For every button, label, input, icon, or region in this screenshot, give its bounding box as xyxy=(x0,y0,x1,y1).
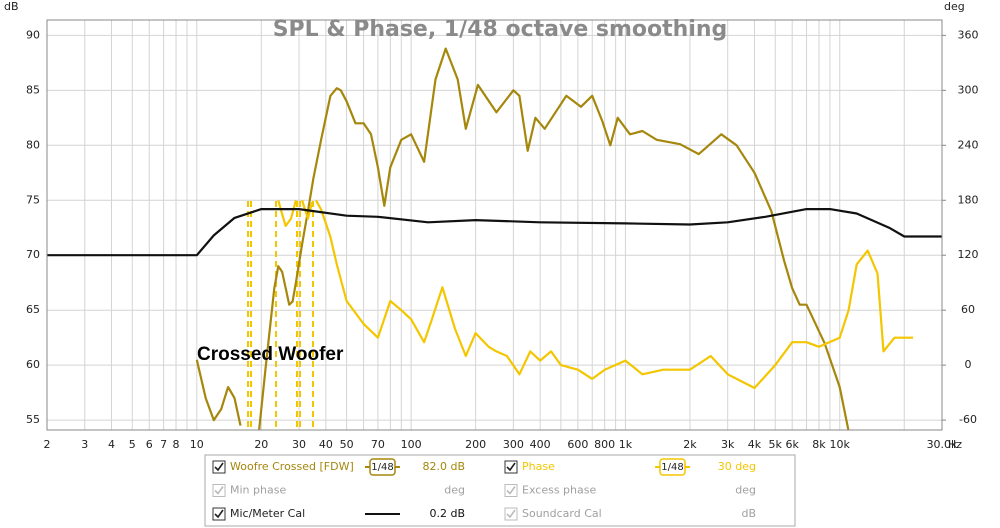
x-tick-label: 7 xyxy=(160,438,167,451)
plot-lines xyxy=(47,47,942,430)
legend-checkbox[interactable] xyxy=(504,507,518,521)
y2-tick-label: 60 xyxy=(961,303,975,316)
legend-name: Soundcard Cal xyxy=(522,507,602,520)
legend-name: Woofre Crossed [FDW] xyxy=(230,460,354,473)
legend-checkbox[interactable] xyxy=(504,460,518,474)
x-tick-label: 200 xyxy=(465,438,486,451)
x-tick-label: 3k xyxy=(721,438,735,451)
y2-tick-label: 300 xyxy=(958,83,979,96)
x-tick-label: 3 xyxy=(81,438,88,451)
legend-smoothing-box[interactable] xyxy=(659,458,686,476)
legend-value: 0.2 dB xyxy=(429,507,465,520)
x-tick-label: 6 xyxy=(146,438,153,451)
y2-tick-label: 360 xyxy=(958,28,979,41)
y2-tick-label: 120 xyxy=(958,248,979,261)
x-axis-label: Hz xyxy=(948,438,962,451)
y2-tick-label: 180 xyxy=(958,193,979,206)
y2-axis-label: deg xyxy=(944,0,965,13)
legend-checkmark xyxy=(506,486,516,495)
x-tick-label: 70 xyxy=(371,438,385,451)
y-tick-label: 60 xyxy=(26,358,40,371)
x-tick-label: 10 xyxy=(190,438,204,451)
legend-checkmark xyxy=(506,462,516,472)
x-tick-label: 20 xyxy=(254,438,268,451)
series-line xyxy=(195,47,850,430)
legend-smoothing-box[interactable] xyxy=(369,458,396,476)
legend-checkbox[interactable] xyxy=(212,507,226,521)
x-tick-label: 30.0k xyxy=(927,438,958,451)
legend: Woofre Crossed [FDW] 1/48 82.0 dB Phase 1/48… xyxy=(212,458,756,521)
legend-checkbox[interactable] xyxy=(212,460,226,474)
legend-value: 82.0 dB xyxy=(422,460,465,473)
legend-name: Phase xyxy=(522,460,555,473)
x-tick-label: 2 xyxy=(44,438,51,451)
legend-checkmark xyxy=(506,509,516,519)
legend-value: dB xyxy=(741,507,756,520)
x-tick-label: 400 xyxy=(530,438,551,451)
legend-checkmark xyxy=(214,509,224,519)
x-tick-label: 10k xyxy=(830,438,851,451)
y2-tick-label: 0 xyxy=(965,358,972,371)
legend-value: 30 deg xyxy=(718,460,756,473)
y-tick-label: 80 xyxy=(26,138,40,151)
legend-panel xyxy=(204,454,796,527)
phase-wrap-lines xyxy=(247,201,314,430)
legend-name: Excess phase xyxy=(522,484,596,497)
legend-checkmark xyxy=(214,486,224,495)
x-tick-label: 8 xyxy=(173,438,180,451)
x-tick-label: 4k xyxy=(748,438,762,451)
y-tick-label: 70 xyxy=(26,248,40,261)
plot-frame xyxy=(46,19,943,431)
x-tick-label: 50 xyxy=(340,438,354,451)
y-tick-label: 85 xyxy=(26,83,40,96)
legend-smoothing: 1/48 xyxy=(371,462,393,473)
legend-name: Mic/Meter Cal xyxy=(230,507,305,520)
chart-title: SPL & Phase, 1/48 octave smoothing xyxy=(273,17,728,42)
series-line xyxy=(47,208,942,257)
legend-checkmark xyxy=(214,462,224,472)
y-tick-label: 90 xyxy=(26,28,40,41)
y2-tick-label: 240 xyxy=(958,138,979,151)
y-tick-label: 65 xyxy=(26,303,40,316)
legend-checkbox[interactable] xyxy=(504,484,518,497)
x-tick-label: 5k xyxy=(769,438,783,451)
x-tick-label: 4 xyxy=(108,438,115,451)
x-tick-label: 300 xyxy=(503,438,524,451)
legend-value: deg xyxy=(735,484,756,497)
annotation: Crossed Woofer xyxy=(197,344,344,365)
y-tick-label: 75 xyxy=(26,193,40,206)
legend-value: deg xyxy=(444,484,465,497)
x-tick-label: 6k xyxy=(786,438,800,451)
legend-checkbox[interactable] xyxy=(212,484,226,497)
legend-smoothing: 1/48 xyxy=(661,462,683,473)
x-tick-label: 40 xyxy=(319,438,333,451)
y2-tick-label: -60 xyxy=(959,413,977,426)
x-tick-label: 30 xyxy=(292,438,306,451)
x-tick-label: 1k xyxy=(619,438,633,451)
y-axis-label: dB xyxy=(4,0,19,13)
y-tick-label: 55 xyxy=(26,413,40,426)
x-tick-label: 2k xyxy=(683,438,697,451)
legend-name: Min phase xyxy=(230,484,286,497)
x-tick-label: 100 xyxy=(401,438,422,451)
x-tick-label: 5 xyxy=(129,438,136,451)
x-tick-label: 800 xyxy=(594,438,615,451)
x-tick-label: 8k xyxy=(812,438,826,451)
x-tick-label: 600 xyxy=(567,438,588,451)
